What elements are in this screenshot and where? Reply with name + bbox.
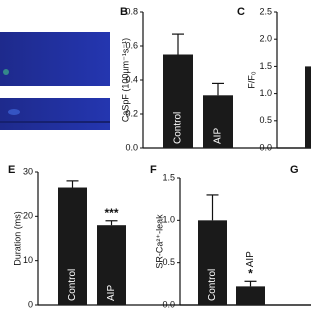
y-tick-label: 20 <box>23 211 33 221</box>
y-tick-label: 0.0 <box>259 142 272 152</box>
panel-label: G <box>290 164 299 176</box>
y-axis-label: SR-Ca²⁺-leak <box>154 214 164 269</box>
y-tick-label: 0.5 <box>259 115 272 125</box>
panel-label: F <box>150 164 157 176</box>
y-tick-label: 0.0 <box>125 142 138 152</box>
bar <box>163 54 193 148</box>
y-tick-label: 0.2 <box>125 108 138 118</box>
category-label: Control <box>67 269 78 301</box>
significance: *** <box>104 206 118 220</box>
y-tick-label: 0.0 <box>162 299 175 309</box>
y-tick-label: 10 <box>23 255 33 265</box>
panel-label: B <box>120 6 128 18</box>
y-tick-label: 30 <box>23 166 33 176</box>
panel-label: E <box>8 164 15 176</box>
category-label: Control <box>173 112 184 144</box>
category-label: AIP <box>245 251 256 267</box>
y-axis-label: F/F₀ <box>246 71 256 88</box>
significance: * <box>248 266 253 280</box>
panel-label: C <box>237 6 245 18</box>
y-tick-label: 1.0 <box>162 215 175 225</box>
figure: B 0.0 0.2 0.4 0.6 0.8 CaSpF (100µm⁻¹s⁻¹) Contro… <box>0 6 311 309</box>
y-tick-label: 1.0 <box>259 88 272 98</box>
y-tick-label: 1.5 <box>259 61 272 71</box>
bar <box>198 220 227 305</box>
y-tick-label: 1.5 <box>162 172 175 182</box>
category-label: AIP <box>106 285 117 301</box>
y-tick-label: 0 <box>28 299 33 309</box>
category-label: Control <box>207 269 218 301</box>
fluorescence-image <box>0 32 110 86</box>
y-axis-label: CaSpF (100µm⁻¹s⁻¹) <box>120 38 130 122</box>
y-tick-label: 2.5 <box>259 6 272 16</box>
y-axis-label: Duration (ms) <box>12 211 22 266</box>
category-label: AIP <box>213 128 224 144</box>
y-tick-label: 2.0 <box>259 34 272 44</box>
image-panels <box>0 32 110 130</box>
y-tick-label: 0.8 <box>125 6 138 16</box>
bar <box>203 95 233 148</box>
bar <box>305 66 311 148</box>
y-tick-label: 0.4 <box>125 74 138 84</box>
bar <box>58 187 87 305</box>
y-tick-label: 0.5 <box>162 257 175 267</box>
bar <box>97 225 126 305</box>
bar <box>236 286 265 305</box>
y-tick-label: 0.6 <box>125 40 138 50</box>
